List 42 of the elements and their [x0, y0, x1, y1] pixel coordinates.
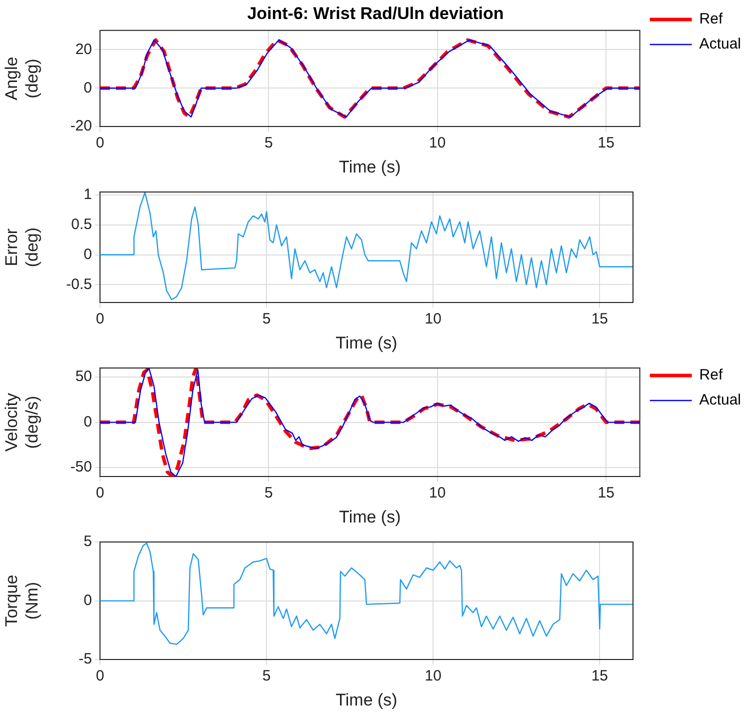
legend-label: Ref	[699, 366, 724, 384]
y-tick-label: 0	[84, 79, 92, 96]
x-axis-title: Time (s)	[339, 157, 401, 176]
y-tick-label: 0	[84, 592, 92, 609]
y-tick-label: 50	[75, 368, 92, 386]
x-tick-label: 15	[598, 484, 614, 502]
x-axis-title: Time (s)	[336, 690, 398, 710]
y-axis-title: Torque (Nm)	[2, 574, 42, 627]
y-tick-label: -0.5	[66, 276, 92, 293]
x-tick-label: 15	[598, 134, 614, 152]
y-tick-label: 0	[84, 246, 92, 263]
legend-label: Ref	[699, 10, 724, 28]
x-tick-label: 10	[424, 668, 442, 685]
x-tick-label: 15	[591, 668, 608, 685]
x-tick-label: 10	[429, 484, 446, 502]
y-axis-title: Angle (deg)	[2, 56, 42, 100]
x-tick-label: 5	[262, 310, 271, 328]
y-tick-label: 5	[84, 533, 92, 550]
y-tick-label: 1	[84, 186, 92, 204]
y-tick-label: -5	[78, 650, 92, 668]
y-tick-label: -20	[70, 118, 92, 135]
x-tick-label: 0	[96, 310, 104, 328]
chart-title: Joint-6: Wrist Rad/Uln deviation	[247, 4, 504, 23]
x-axis-title: Time (s)	[339, 507, 401, 526]
x-tick-label: 10	[429, 134, 446, 152]
y-tick-label: 0.5	[71, 216, 92, 234]
x-tick-label: 5	[262, 668, 271, 685]
y-axis-title: Velocity (deg/s)	[2, 392, 42, 452]
y-tick-label: -50	[70, 458, 92, 476]
x-tick-label: 0	[96, 668, 104, 685]
x-tick-label: 10	[424, 310, 442, 328]
y-tick-label: 0	[84, 413, 92, 430]
y-tick-label: 20	[75, 40, 92, 58]
legend-label: Actual	[699, 392, 742, 409]
x-tick-label: 0	[96, 134, 104, 152]
x-tick-label: 5	[264, 134, 273, 152]
y-axis-title: Error (deg)	[2, 227, 42, 268]
x-tick-label: 5	[264, 484, 273, 502]
legend-label: Actual	[699, 36, 742, 53]
x-tick-label: 15	[591, 310, 608, 328]
x-tick-label: 0	[96, 484, 104, 502]
x-axis-title: Time (s)	[336, 333, 398, 352]
